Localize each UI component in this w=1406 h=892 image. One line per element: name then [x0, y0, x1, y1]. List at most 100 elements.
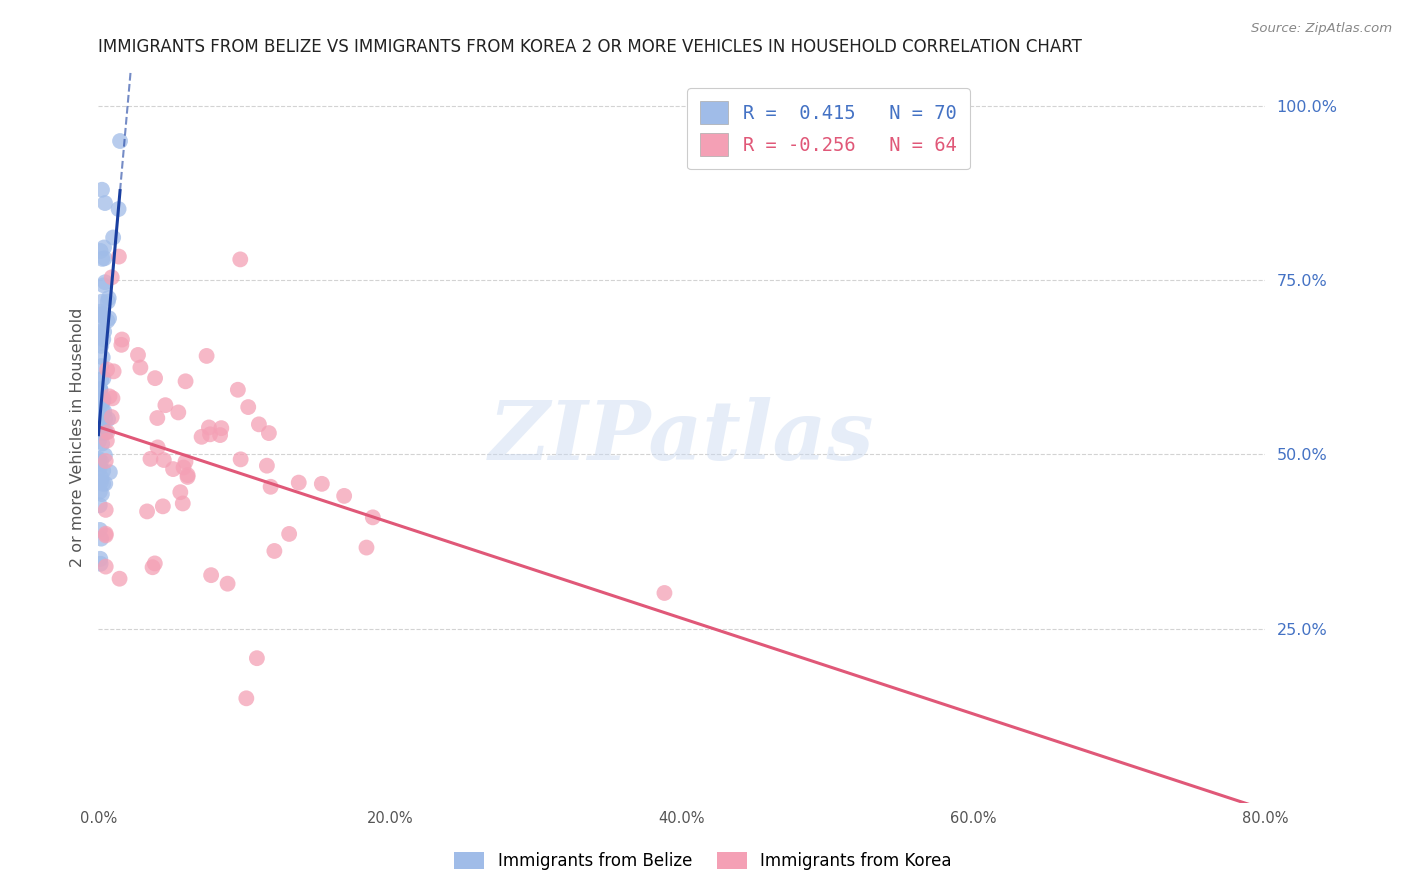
Text: IMMIGRANTS FROM BELIZE VS IMMIGRANTS FROM KOREA 2 OR MORE VEHICLES IN HOUSEHOLD : IMMIGRANTS FROM BELIZE VS IMMIGRANTS FRO… [98, 38, 1083, 56]
Point [96, 434, 118, 448]
Point [90, 471, 112, 485]
Point [89, 484, 111, 499]
Point [89, 398, 111, 412]
Point [93, 425, 115, 440]
Point [97, 294, 120, 309]
Point [108, 250, 131, 264]
Point [103, 364, 125, 378]
Point [87, 452, 110, 467]
Point [90, 294, 112, 309]
Point [89, 384, 111, 398]
Point [90, 409, 112, 424]
Point [142, 560, 165, 574]
Point [91, 252, 114, 266]
Point [146, 441, 169, 455]
Point [90, 244, 112, 258]
Point [96, 314, 118, 328]
Point [90, 487, 112, 501]
Point [91, 395, 114, 409]
Point [361, 510, 384, 524]
Point [87, 329, 110, 343]
Point [263, 544, 285, 558]
Point [176, 470, 198, 484]
Point [200, 568, 222, 582]
Text: Source: ZipAtlas.com: Source: ZipAtlas.com [1251, 22, 1392, 36]
Point [100, 410, 122, 425]
Point [108, 572, 131, 586]
Point [139, 451, 162, 466]
Point [89, 425, 111, 439]
Point [91, 318, 114, 332]
Point [136, 504, 159, 518]
Point [190, 430, 212, 444]
Point [90, 532, 112, 546]
Point [89, 461, 111, 475]
Point [89, 382, 111, 396]
Point [94, 476, 117, 491]
Point [93, 392, 115, 407]
Point [90, 417, 112, 431]
Y-axis label: 2 or more Vehicles in Household: 2 or more Vehicles in Household [69, 308, 84, 566]
Point [94, 454, 117, 468]
Point [176, 468, 198, 483]
Point [94, 526, 117, 541]
Point [89, 499, 111, 513]
Point [129, 360, 152, 375]
Point [209, 421, 232, 435]
Point [96, 362, 118, 376]
Point [94, 528, 117, 542]
Legend: R =  0.415   N = 70, R = -0.256   N = 64: R = 0.415 N = 70, R = -0.256 N = 64 [688, 88, 970, 169]
Point [91, 464, 114, 478]
Point [198, 427, 221, 442]
Point [90, 475, 112, 489]
Point [108, 134, 131, 148]
Point [90, 304, 112, 318]
Point [229, 252, 252, 267]
Point [278, 527, 301, 541]
Point [101, 230, 124, 244]
Point [98, 389, 121, 403]
Point [94, 448, 117, 462]
Point [238, 400, 260, 414]
Point [226, 383, 249, 397]
Point [94, 559, 117, 574]
Point [91, 394, 114, 409]
Point [87, 434, 110, 448]
Point [174, 455, 197, 469]
Point [356, 541, 378, 555]
Point [90, 454, 112, 468]
Point [89, 551, 111, 566]
Point [110, 338, 132, 352]
Point [256, 458, 278, 473]
Legend: Immigrants from Belize, Immigrants from Korea: Immigrants from Belize, Immigrants from … [447, 845, 959, 877]
Point [143, 557, 166, 571]
Point [90, 418, 112, 433]
Point [333, 489, 356, 503]
Point [153, 453, 176, 467]
Point [90, 309, 112, 323]
Point [91, 332, 114, 346]
Point [152, 500, 174, 514]
Point [94, 503, 117, 517]
Point [87, 419, 110, 434]
Point [654, 586, 676, 600]
Point [93, 404, 115, 418]
Point [91, 183, 114, 197]
Point [162, 462, 184, 476]
Text: ZIPatlas: ZIPatlas [489, 397, 875, 477]
Point [89, 457, 111, 471]
Point [93, 307, 115, 321]
Point [93, 252, 115, 266]
Point [167, 405, 190, 419]
Point [91, 324, 114, 338]
Point [127, 348, 149, 362]
Point [217, 576, 239, 591]
Point [257, 426, 280, 441]
Point [90, 373, 112, 387]
Point [87, 404, 110, 418]
Point [90, 359, 112, 373]
Point [111, 333, 134, 347]
Point [287, 475, 309, 490]
Point [91, 436, 114, 450]
Point [169, 485, 191, 500]
